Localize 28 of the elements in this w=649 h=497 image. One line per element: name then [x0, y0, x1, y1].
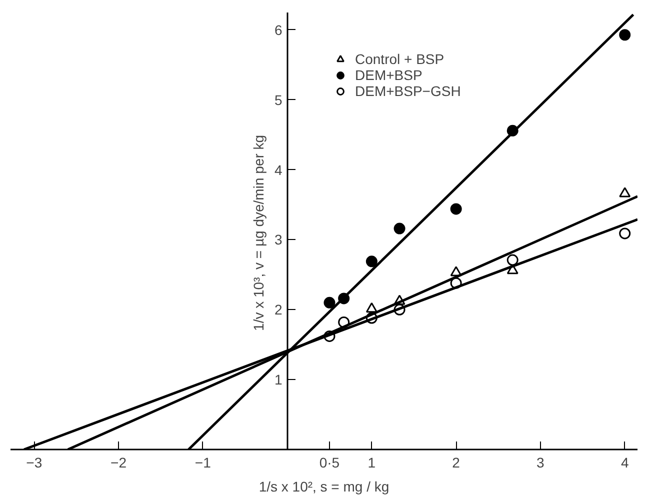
point — [324, 296, 336, 308]
x-tick-label: 1 — [368, 454, 376, 470]
x-tick-label: −2 — [110, 454, 127, 470]
point — [506, 254, 518, 266]
legend-label: Control + BSP — [355, 51, 444, 67]
point — [619, 187, 631, 198]
y-axis-title: 1/v x 10³, v = µg dye/min per kg — [250, 134, 267, 331]
y-tick-label: 2 — [274, 302, 283, 318]
x-tick-label: 4 — [620, 454, 629, 470]
x-axis-title: 1/s x 10², s = mg / kg — [258, 478, 390, 494]
x-tick-label: −1 — [194, 454, 212, 470]
legend-label: DEM+BSP — [355, 67, 422, 83]
point — [450, 203, 462, 215]
x-tick-label: 0·5 — [319, 454, 340, 470]
point — [394, 222, 406, 234]
point — [619, 228, 631, 240]
point — [366, 256, 378, 268]
legend-label: DEM+BSP−GSH — [355, 83, 461, 99]
point — [366, 302, 378, 313]
y-tick-label: 1 — [274, 372, 283, 388]
point — [619, 29, 631, 41]
x-tick-label: −3 — [26, 454, 42, 470]
y-tick-label: 6 — [274, 22, 283, 38]
x-tick-label: 2 — [452, 454, 460, 470]
y-tick-label: 3 — [274, 232, 283, 248]
x-tick-label: 3 — [536, 454, 545, 470]
y-tick-label: 4 — [274, 162, 283, 178]
y-tick-label: 5 — [274, 92, 283, 108]
